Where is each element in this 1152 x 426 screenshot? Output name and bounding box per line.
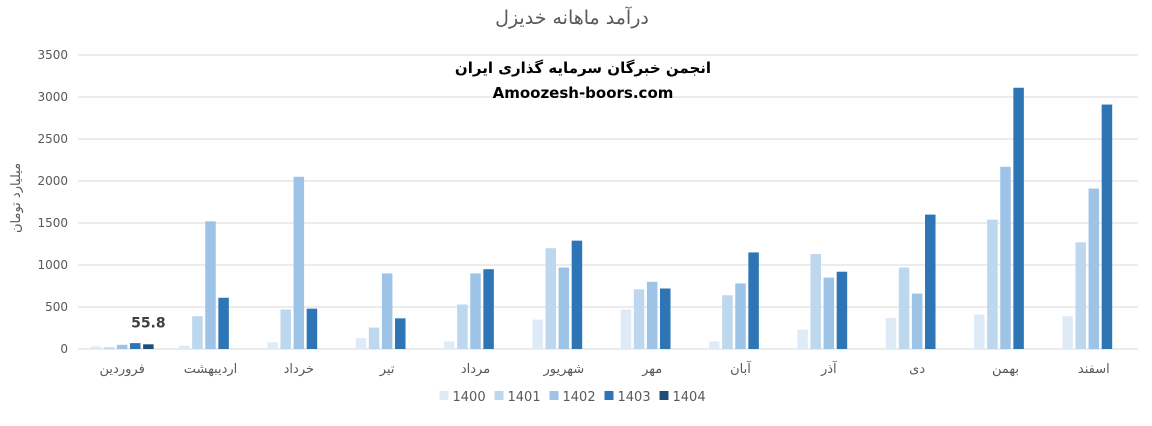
x-axis-ticks: فروردین اردیبهشت خرداد تیر مرداد شهریور مهر آبا… [100,360,1110,377]
legend-label: 1400 [453,390,486,405]
bar-1400-5 [444,341,455,349]
legend-swatch-1401 [494,391,504,400]
watermark-line1: انجمن خبرگان سرمایه گذاری ایران [455,59,711,77]
bar-1400-11 [974,314,985,349]
bar-1401-9 [810,254,821,349]
x-tick-label: مهر [641,362,662,377]
bar-1402-2 [205,221,216,349]
legend-label: 1404 [673,390,706,405]
bar-1404-1 [143,344,154,349]
x-tick-label: مرداد [461,362,490,377]
bar-1403-9 [836,271,848,349]
x-tick-label: اردیبهشت [184,362,238,377]
legend-swatch-1403 [604,391,614,400]
bar-1401-1 [103,347,115,349]
bar-1402-3 [293,176,305,349]
data-labels: 55.8 [131,315,166,331]
x-tick-label: دی [909,362,925,377]
bar-1400-4 [355,338,367,349]
y-axis-label: میلیارد تومان [9,163,24,233]
y-tick-label: 1500 [37,216,68,230]
bar-1403-2 [218,297,229,349]
y-tick-label: 1000 [37,258,68,272]
bar-1400-2 [179,345,190,349]
gridlines [78,54,1138,350]
x-tick-label: آذر [820,360,838,377]
y-tick-label: 500 [45,300,68,314]
bar-1401-2 [192,316,203,349]
bar-1402-11 [1000,166,1011,349]
bar-1403-6 [571,240,583,349]
bar-1401-11 [987,219,998,349]
bar-1401-10 [898,267,910,349]
x-tick-label: شهریور [542,362,584,377]
bar-1403-3 [306,308,318,349]
bar-1403-5 [483,269,494,349]
bar-1400-12 [1062,316,1073,349]
bar-1400-3 [267,342,278,349]
bar-1402-10 [911,293,923,349]
data-label: 55.8 [131,315,166,331]
bar-1402-9 [823,277,835,349]
bar-1403-11 [1013,87,1024,349]
bar-1400-10 [885,317,897,349]
bar-1401-4 [368,327,380,349]
x-tick-label: آبان [730,360,752,377]
bar-1400-7 [620,309,632,349]
bar-1402-7 [646,281,658,349]
legend-swatch-1404 [659,391,669,400]
legend-label: 1402 [563,390,596,405]
bar-1402-12 [1088,188,1100,349]
bar-1403-4 [395,318,406,349]
bar-1401-8 [722,295,733,349]
bar-1402-4 [381,273,393,349]
bar-1402-5 [470,273,481,349]
bar-1401-6 [545,248,556,349]
legend-swatch-1400 [439,391,449,400]
bar-1401-3 [280,309,291,349]
y-axis-ticks: 0 500 1000 1500 2000 2500 3000 3500 [37,48,68,356]
bar-1403-10 [925,214,936,349]
bar-1403-7 [660,288,671,349]
bars [90,87,1113,349]
y-tick-label: 2000 [37,174,68,188]
y-tick-label: 0 [60,342,68,356]
x-tick-label: تیر [379,362,395,377]
bar-1402-1 [116,344,128,349]
legend-swatch-1402 [549,391,559,400]
bar-1400-6 [532,319,543,349]
chart-title: درآمد ماهانه خدیزل [495,5,649,29]
legend-label: 1403 [618,390,651,405]
bar-1401-7 [633,289,645,349]
bar-1401-12 [1075,242,1086,349]
y-tick-label: 3000 [37,90,68,104]
y-tick-label: 3500 [37,48,68,62]
x-tick-label: فروردین [100,362,145,377]
x-tick-label: اسفند [1078,362,1110,377]
legend-label: 1401 [508,390,541,405]
bar-1402-6 [558,267,570,349]
legend: 1400 1401 1402 1403 1404 [439,390,706,405]
bar-1400-8 [709,341,720,349]
bar-1402-8 [735,283,746,349]
bar-1400-9 [797,329,808,349]
bar-1401-5 [457,304,468,349]
y-tick-label: 2500 [37,132,68,146]
x-tick-label: خرداد [284,362,314,377]
bar-1400-1 [90,346,102,349]
bar-1403-1 [130,343,141,349]
bar-1403-12 [1101,104,1113,349]
bar-1403-8 [748,252,759,349]
x-tick-label: بهمن [992,362,1019,377]
watermark-line2: Amoozesh-boors.com [493,84,674,102]
